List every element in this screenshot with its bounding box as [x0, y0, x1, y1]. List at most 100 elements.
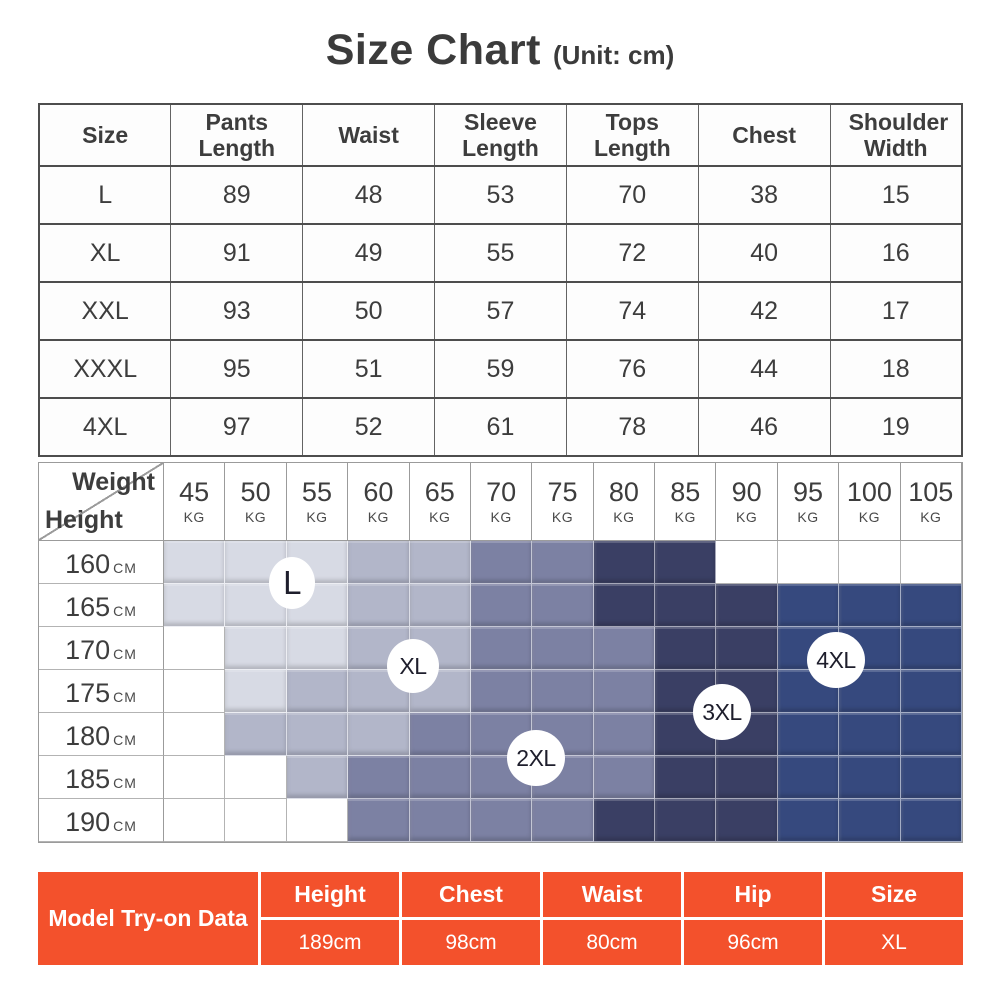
- matrix-cell-2xl: [532, 799, 594, 842]
- matrix-cell-2xl: [348, 799, 410, 842]
- matrix-cell-2xl: [470, 756, 533, 799]
- height-value: 180: [65, 721, 111, 751]
- height-axis-label: Height: [45, 506, 123, 534]
- matrix-cell-empty: [164, 756, 226, 799]
- matrix-cell-xl: [348, 541, 410, 584]
- weight-unit: KG: [674, 509, 696, 525]
- model-tryon-table: Model Try-on Data Height Chest Waist Hip Size…: [38, 872, 963, 965]
- weight-unit: KG: [429, 509, 451, 525]
- matrix-cell-4xl: [839, 799, 901, 842]
- size-table-header-cell: Tops Length: [565, 103, 699, 166]
- matrix-cell-l: [225, 670, 287, 713]
- height-value: 190: [65, 807, 111, 837]
- matrix-corner-cell: Weight Height: [39, 463, 164, 541]
- size-table-row: L 89 48 53 70 38 15: [38, 165, 962, 224]
- measurement-value-cell: 53: [434, 165, 567, 224]
- size-table-row: XL 91 49 55 72 40 16: [38, 223, 962, 282]
- weight-height-matrix: Weight Height 45 KG 50 KG 55 KG 60 KG 65 KG 70 KG 75 KG…: [38, 462, 963, 843]
- weight-value: 95: [793, 477, 824, 507]
- matrix-cell-2xl: [532, 713, 594, 756]
- weight-unit: KG: [306, 509, 328, 525]
- weight-unit: KG: [367, 509, 389, 525]
- matrix-cell-2xl: [593, 713, 656, 756]
- matrix-cell-xl: [286, 713, 349, 756]
- size-label-cell: XXXL: [38, 339, 171, 398]
- measurement-value-cell: 51: [302, 339, 435, 398]
- matrix-cell-4xl: [777, 713, 840, 756]
- measurement-value-cell: 72: [565, 223, 699, 282]
- matrix-cell-2xl: [593, 756, 656, 799]
- size-table-header-cell: Chest: [697, 103, 831, 166]
- model-value-cell: 98cm: [402, 920, 540, 965]
- size-table-row: XXL 93 50 57 74 42 17: [38, 281, 962, 340]
- matrix-cell-2xl: [470, 627, 533, 670]
- weight-header-cell: 70 KG: [470, 463, 533, 541]
- matrix-cell-l: [164, 584, 226, 627]
- matrix-cell-2xl: [532, 541, 594, 584]
- matrix-cell-4xl: [900, 670, 962, 713]
- measurement-value-cell: 16: [829, 223, 962, 282]
- height-unit: CM: [113, 560, 137, 576]
- model-value-cell: 96cm: [684, 920, 822, 965]
- matrix-cell-2xl: [532, 584, 594, 627]
- size-table-header-cell: Pants Length: [170, 103, 303, 166]
- matrix-cell-empty: [225, 756, 287, 799]
- size-label-cell: 4XL: [38, 397, 171, 456]
- matrix-cell-4xl: [839, 627, 901, 670]
- matrix-cell-4xl: [900, 713, 962, 756]
- measurement-value-cell: 18: [829, 339, 962, 398]
- model-value-cell: 80cm: [543, 920, 681, 965]
- matrix-cell-empty: [286, 799, 349, 842]
- matrix-cell-3xl: [716, 627, 778, 670]
- measurement-value-cell: 19: [829, 397, 962, 456]
- size-table-row: 4XL 97 52 61 78 46 19: [38, 397, 962, 456]
- matrix-cell-4xl: [839, 713, 901, 756]
- size-label-cell: XXL: [38, 281, 171, 340]
- measurement-value-cell: 70: [565, 165, 699, 224]
- page-title: Size Chart (Unit: cm): [0, 26, 1000, 75]
- matrix-cell-4xl: [900, 584, 962, 627]
- matrix-cell-xl: [348, 584, 410, 627]
- size-table-header-cell: Waist: [302, 103, 435, 166]
- matrix-cell-l: [164, 541, 226, 584]
- matrix-cell-xl: [286, 670, 349, 713]
- matrix-cell-4xl: [777, 584, 840, 627]
- measurement-value-cell: 61: [434, 397, 567, 456]
- weight-value: 90: [731, 477, 762, 507]
- matrix-grid: Weight Height 45 KG 50 KG 55 KG 60 KG 65 KG 70 KG 75 KG…: [38, 462, 963, 843]
- measurement-value-cell: 52: [302, 397, 435, 456]
- measurement-value-cell: 38: [697, 165, 831, 224]
- matrix-cell-l: [225, 584, 287, 627]
- model-header-hip: Hip: [684, 872, 822, 917]
- height-label-cell: 170 CM: [39, 627, 164, 670]
- model-data-label: Model Try-on Data: [38, 872, 258, 965]
- matrix-cell-4xl: [777, 756, 840, 799]
- matrix-cell-3xl: [716, 670, 778, 713]
- measurement-value-cell: 97: [170, 397, 303, 456]
- matrix-cell-empty: [164, 627, 226, 670]
- matrix-cell-empty: [164, 670, 226, 713]
- matrix-cell-4xl: [900, 627, 962, 670]
- height-unit: CM: [113, 732, 137, 748]
- matrix-cell-empty: [716, 541, 778, 584]
- matrix-cell-2xl: [593, 627, 656, 670]
- measurement-value-cell: 57: [434, 281, 567, 340]
- weight-header-cell: 75 KG: [532, 463, 594, 541]
- matrix-cell-empty: [839, 541, 901, 584]
- height-label-cell: 165 CM: [39, 584, 164, 627]
- measurement-value-cell: 91: [170, 223, 303, 282]
- matrix-cell-3xl: [655, 541, 717, 584]
- model-header-height: Height: [261, 872, 399, 917]
- weight-value: 60: [363, 477, 394, 507]
- matrix-cell-2xl: [532, 756, 594, 799]
- matrix-cell-l: [286, 541, 349, 584]
- matrix-cell-xl: [286, 756, 349, 799]
- weight-header-cell: 65 KG: [409, 463, 471, 541]
- matrix-cell-2xl: [532, 670, 594, 713]
- matrix-cell-3xl: [593, 541, 656, 584]
- matrix-cell-empty: [164, 713, 226, 756]
- matrix-cell-4xl: [839, 756, 901, 799]
- matrix-cell-xl: [409, 670, 471, 713]
- measurement-value-cell: 40: [697, 223, 831, 282]
